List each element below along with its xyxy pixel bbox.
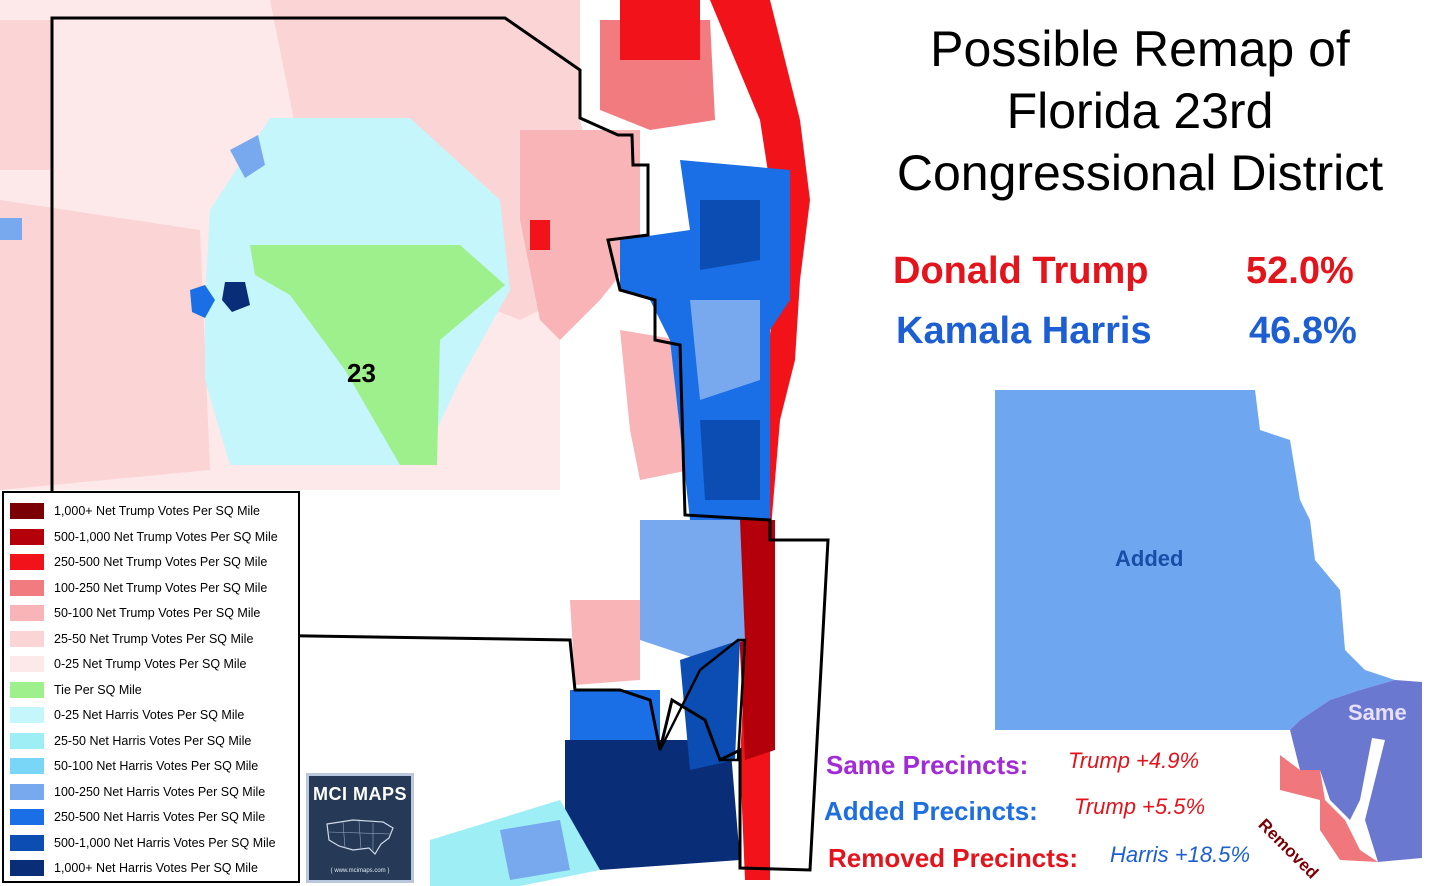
legend-label: 250-500 Net Harris Votes Per SQ Mile	[54, 810, 266, 824]
legend-swatch	[10, 681, 44, 698]
lake-blue-1	[190, 285, 215, 318]
legend-swatch	[10, 579, 44, 596]
map-legend: 1,000+ Net Trump Votes Per SQ Mile 500-1,…	[2, 491, 300, 883]
urban-harris-2	[700, 200, 760, 270]
stat-added-label: Added Precincts:	[824, 796, 1038, 826]
legend-label: 0-25 Net Harris Votes Per SQ Mile	[54, 708, 245, 722]
legend-swatch	[10, 630, 44, 647]
map-title: Possible Remap of Florida 23rd Congressi…	[850, 18, 1430, 204]
legend-label: 100-250 Net Harris Votes Per SQ Mile	[54, 784, 266, 799]
legend-item: 1,000+ Net Harris Votes Per SQ Mile	[10, 858, 258, 878]
map-shade-west	[0, 20, 52, 170]
legend-label: 50-100 Net Harris Votes Per SQ Mile	[54, 759, 259, 773]
legend-item: 25-50 Net Harris Votes Per SQ Mile	[10, 731, 251, 751]
stat-same-label: Same Precincts:	[826, 750, 1029, 780]
legend-item: 500-1,000 Net Harris Votes Per SQ Mile	[10, 833, 276, 853]
legend-swatch	[10, 809, 44, 825]
legend-label: 500-1,000 Net Harris Votes Per SQ Mile	[54, 835, 276, 850]
legend-item: 0-25 Net Trump Votes Per SQ Mile	[10, 654, 246, 674]
inset-added-label: Added	[1115, 546, 1184, 571]
stat-same-value: Trump +4.9%	[1068, 748, 1200, 773]
coastal-dark-red	[735, 520, 775, 760]
tie-area	[250, 245, 505, 465]
legend-swatch	[10, 860, 44, 876]
inset-added-area	[995, 390, 1395, 730]
urban-harris-5	[640, 520, 745, 660]
result-trump-pct: 52.0%	[1246, 250, 1354, 292]
legend-swatch	[10, 528, 44, 545]
legend-swatch	[10, 503, 44, 519]
legend-label: 0-25 Net Trump Votes Per SQ Mile	[54, 657, 247, 671]
usa-map-icon	[326, 819, 394, 855]
legend-swatch	[10, 605, 44, 621]
logo-url: { www.mcimaps.com }	[330, 868, 390, 874]
legend-swatch	[10, 783, 44, 800]
south-harris-2	[565, 740, 740, 870]
legend-item: 100-250 Net Harris Votes Per SQ Mile	[10, 782, 265, 802]
legend-label: 1,000+ Net Trump Votes Per SQ Mile	[54, 504, 260, 518]
legend-swatch	[10, 732, 44, 749]
stat-removed-label: Removed Precincts:	[828, 843, 1078, 873]
legend-label: 50-100 Net Trump Votes Per SQ Mile	[54, 606, 261, 620]
lake-blue-3	[230, 135, 265, 178]
legend-label: 250-500 Net Trump Votes Per SQ Mile	[54, 555, 268, 569]
legend-item: 250-500 Net Harris Votes Per SQ Mile	[10, 807, 265, 827]
title-line-1: Possible Remap of	[930, 21, 1350, 77]
stat-added-value: Trump +5.5%	[1074, 794, 1206, 819]
inset-removed-area	[1280, 755, 1378, 862]
urban-harris-4	[700, 420, 760, 500]
pink-patch-1	[520, 130, 640, 340]
legend-item: Tie Per SQ Mile	[10, 680, 142, 700]
district-23-outline	[50, 16, 830, 872]
legend-label: 500-1,000 Net Trump Votes Per SQ Mile	[54, 529, 278, 544]
south-harris-3	[680, 640, 740, 770]
legend-label: Tie Per SQ Mile	[54, 682, 142, 697]
legend-item: 1,000+ Net Trump Votes Per SQ Mile	[10, 501, 260, 521]
legend-label: 100-250 Net Trump Votes Per SQ Mile	[54, 580, 268, 595]
legend-swatch	[10, 707, 44, 723]
pink-patch-4	[570, 600, 640, 685]
legend-swatch	[10, 758, 44, 774]
title-line-2: Florida 23rd	[1006, 83, 1274, 139]
district-number-label: 23	[347, 358, 376, 388]
inset-same-area	[1290, 680, 1422, 862]
result-harris-name: Kamala Harris	[896, 310, 1152, 352]
legend-item: 50-100 Net Trump Votes Per SQ Mile	[10, 603, 260, 623]
pink-patch-3	[620, 330, 690, 480]
lake-blue-2	[222, 282, 250, 312]
red-patch-north	[620, 0, 700, 60]
logo-title: MCI MAPS	[313, 784, 407, 804]
title-line-3: Congressional District	[896, 145, 1384, 201]
legend-item: 50-100 Net Harris Votes Per SQ Mile	[10, 756, 258, 776]
legend-swatch	[10, 834, 44, 851]
legend-swatch	[10, 554, 44, 570]
mci-maps-logo: MCI MAPS { www.mcimaps.com }	[306, 773, 414, 883]
legend-item: 250-500 Net Trump Votes Per SQ Mile	[10, 552, 267, 572]
stat-removed-value: Harris +18.5%	[1110, 842, 1251, 867]
west-blue-dot	[0, 218, 22, 240]
red-patch-small	[530, 220, 550, 250]
urban-harris-3	[690, 300, 760, 400]
inset-same-label: Same	[1348, 700, 1407, 725]
legend-item: 500-1,000 Net Trump Votes Per SQ Mile	[10, 527, 278, 547]
map-shade-southwest	[0, 200, 210, 490]
south-district-outline	[658, 638, 747, 762]
legend-item: 100-250 Net Trump Votes Per SQ Mile	[10, 578, 267, 598]
legend-label: 25-50 Net Harris Votes Per SQ Mile	[54, 733, 252, 748]
legend-item: 0-25 Net Harris Votes Per SQ Mile	[10, 705, 244, 725]
south-harris-5	[500, 820, 570, 880]
legend-label: 1,000+ Net Harris Votes Per SQ Mile	[54, 861, 258, 875]
result-harris-pct: 46.8%	[1249, 310, 1357, 352]
legend-item: 25-50 Net Trump Votes Per SQ Mile	[10, 629, 253, 649]
legend-label: 25-50 Net Trump Votes Per SQ Mile	[54, 631, 254, 646]
legend-swatch	[10, 656, 44, 672]
result-trump-name: Donald Trump	[893, 250, 1149, 292]
